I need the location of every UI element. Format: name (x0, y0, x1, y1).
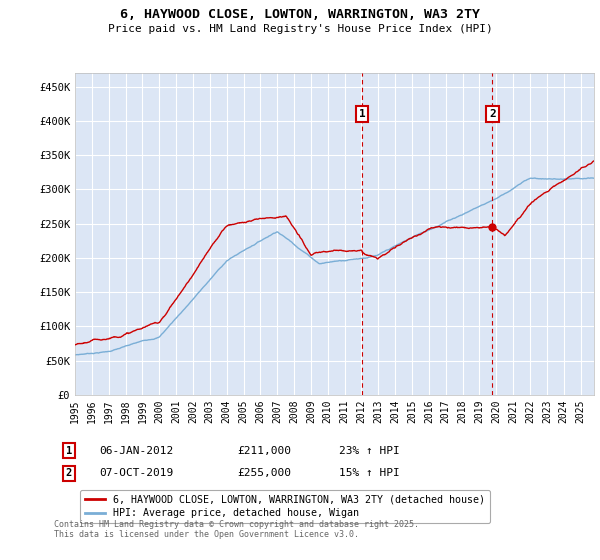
Text: Price paid vs. HM Land Registry's House Price Index (HPI): Price paid vs. HM Land Registry's House … (107, 24, 493, 34)
Text: Contains HM Land Registry data © Crown copyright and database right 2025.
This d: Contains HM Land Registry data © Crown c… (54, 520, 419, 539)
Legend: 6, HAYWOOD CLOSE, LOWTON, WARRINGTON, WA3 2TY (detached house), HPI: Average pri: 6, HAYWOOD CLOSE, LOWTON, WARRINGTON, WA… (80, 490, 490, 524)
Text: 2: 2 (66, 468, 72, 478)
Text: 1: 1 (66, 446, 72, 456)
Text: 6, HAYWOOD CLOSE, LOWTON, WARRINGTON, WA3 2TY: 6, HAYWOOD CLOSE, LOWTON, WARRINGTON, WA… (120, 8, 480, 21)
Text: 07-OCT-2019: 07-OCT-2019 (99, 468, 173, 478)
Text: 06-JAN-2012: 06-JAN-2012 (99, 446, 173, 456)
Text: 15% ↑ HPI: 15% ↑ HPI (339, 468, 400, 478)
Text: 2: 2 (489, 109, 496, 119)
Text: 1: 1 (359, 109, 365, 119)
Text: £211,000: £211,000 (237, 446, 291, 456)
Text: 23% ↑ HPI: 23% ↑ HPI (339, 446, 400, 456)
Text: £255,000: £255,000 (237, 468, 291, 478)
